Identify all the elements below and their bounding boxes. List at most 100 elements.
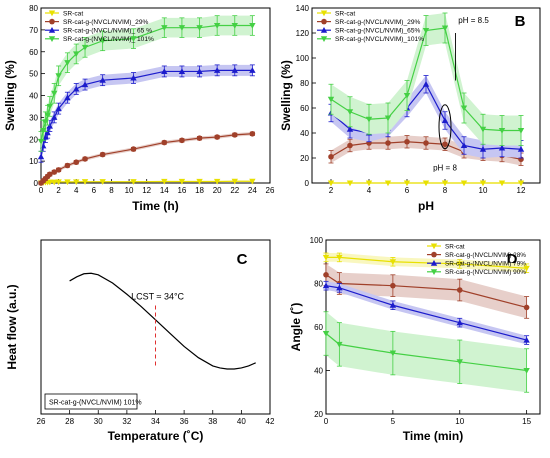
- data-point: [327, 180, 335, 187]
- x-tick-label: 30: [94, 417, 103, 426]
- legend-label: SR-cat-g-(NVCL/NVIM) 79%: [445, 261, 526, 268]
- legend-marker: [320, 10, 328, 17]
- data-point: [81, 81, 89, 88]
- data-point: [498, 180, 506, 187]
- data-point: [231, 67, 238, 73]
- data-point: [214, 134, 220, 140]
- x-tick-label: 24: [248, 186, 257, 195]
- x-tick-label: 18: [195, 186, 204, 195]
- data-point: [196, 68, 203, 74]
- data-point: [44, 129, 51, 136]
- data-point: [64, 162, 71, 169]
- data-point: [460, 105, 468, 112]
- data-point: [99, 151, 106, 158]
- y-tick-label: 20: [314, 410, 323, 419]
- x-tick-label: 36: [180, 417, 189, 426]
- x-tick-label: 6: [92, 186, 97, 195]
- legend-marker: [430, 243, 438, 250]
- legend-marker: [431, 251, 437, 258]
- x-tick-label: 26: [37, 417, 46, 426]
- x-tick-label: 12: [142, 186, 151, 195]
- legend-marker: [430, 269, 438, 275]
- legend-label: SR-cat-g-(NVCL/NVIM)_65%: [335, 28, 421, 35]
- data-point: [456, 261, 463, 268]
- legend-marker: [48, 36, 56, 42]
- data-point: [196, 135, 203, 141]
- data-point: [231, 22, 238, 29]
- data-point: [179, 137, 185, 144]
- error-band: [331, 75, 521, 158]
- x-tick-label: 0: [39, 186, 44, 195]
- data-point: [346, 180, 354, 187]
- data-point: [322, 330, 330, 337]
- legend: SR-cat SR-cat-g-(NVCL/NVIM)_29% SR-cat-g-(…: [45, 10, 154, 43]
- data-point: [336, 341, 343, 348]
- panel-letter: D: [507, 251, 518, 268]
- data-point: [130, 146, 137, 152]
- legend: SR-cat SR-cat-g-(NVCL/NVIM)_29% SR-cat-g-(…: [317, 10, 424, 43]
- data-point: [249, 178, 256, 185]
- x-tick-label: 4: [74, 186, 79, 195]
- data-point: [322, 254, 330, 261]
- data-point: [404, 138, 410, 145]
- data-point: [178, 178, 186, 185]
- legend-marker: [49, 18, 55, 25]
- data-point: [323, 272, 329, 278]
- error-band: [41, 132, 253, 185]
- data-point: [81, 44, 89, 51]
- x-tick-label: 42: [266, 417, 275, 426]
- y-axis-label: Heat flow (a.u.): [5, 284, 19, 369]
- data-point: [196, 25, 203, 31]
- data-point: [81, 179, 89, 185]
- data-point: [498, 127, 506, 134]
- y-tick-label: 80: [29, 4, 38, 13]
- data-point: [231, 178, 238, 185]
- x-tick-label: 0: [324, 417, 329, 426]
- data-point: [99, 179, 106, 185]
- data-point: [196, 178, 203, 185]
- data-point: [178, 25, 186, 31]
- legend-marker: [430, 260, 438, 266]
- data-point: [523, 304, 530, 311]
- data-point: [47, 171, 53, 178]
- data-point: [442, 141, 448, 148]
- legend-box: [44, 393, 138, 410]
- legend-label: SR-cat-g-(NVCL/NVIM)_ 101%: [63, 36, 154, 43]
- legend-label: SR-cat-g-(NVCL/NVIM)_29%: [335, 19, 421, 26]
- data-point: [479, 126, 487, 133]
- data-point: [130, 74, 137, 81]
- data-point: [441, 180, 449, 187]
- series-1: [322, 252, 530, 274]
- data-point: [498, 144, 506, 151]
- y-tick-label: 40: [314, 367, 323, 376]
- data-point: [73, 85, 80, 92]
- data-point: [130, 36, 137, 42]
- data-point: [328, 153, 334, 160]
- data-point: [55, 73, 62, 80]
- y-axis-label: Angle (˚): [289, 303, 303, 352]
- y-tick-label: 20: [300, 154, 309, 163]
- x-tick-label: 40: [237, 417, 246, 426]
- legend-label: SR-cat-g-(NVCL/NVIM)_29%: [63, 19, 149, 26]
- data-point: [42, 119, 49, 125]
- data-point: [44, 112, 51, 119]
- series-1: [327, 180, 525, 187]
- data-point: [479, 180, 487, 187]
- legend-marker: [48, 10, 56, 17]
- x-tick-label: 34: [151, 417, 160, 426]
- data-point: [365, 180, 373, 187]
- panel-letter: C: [237, 251, 248, 268]
- y-tick-label: 80: [300, 79, 309, 88]
- legend-label: SR-cat: [445, 243, 465, 250]
- y-axis-label: Swelling (%): [279, 60, 293, 131]
- x-tick-label: 14: [160, 186, 169, 195]
- data-point: [130, 179, 137, 185]
- legend-label: SR-cat-g-(NVCL/NVIM)_101%: [335, 36, 424, 43]
- legend-label: SR-cat: [335, 10, 355, 17]
- y-tick-label: 60: [300, 104, 309, 113]
- data-point: [479, 146, 487, 152]
- y-tick-label: 100: [310, 236, 324, 245]
- series-line: [40, 69, 253, 157]
- data-point: [346, 109, 354, 115]
